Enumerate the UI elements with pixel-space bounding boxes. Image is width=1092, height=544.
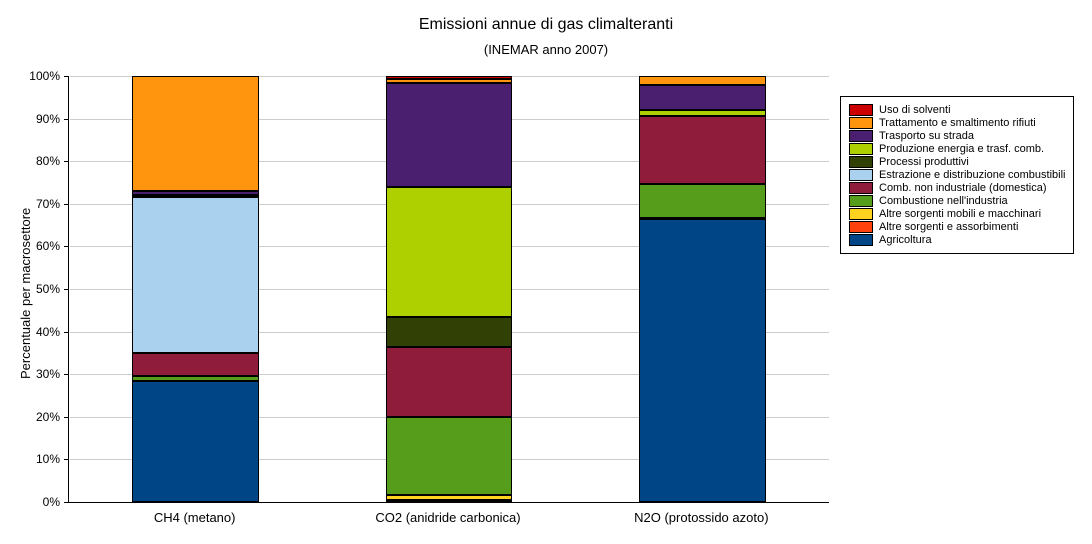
- legend-item: Produzione energia e trasf. comb.: [849, 143, 1065, 155]
- legend-label: Trattamento e smaltimento rifiuti: [879, 117, 1036, 129]
- legend-label: Agricoltura: [879, 234, 932, 246]
- x-tick-label: CO2 (anidride carbonica): [375, 510, 520, 525]
- legend-swatch: [849, 234, 873, 246]
- y-tick-label: 80%: [36, 154, 60, 168]
- chart-subtitle: (INEMAR anno 2007): [0, 42, 1092, 57]
- bar-segment: [386, 83, 513, 187]
- legend-swatch: [849, 104, 873, 116]
- bar-segment: [132, 76, 259, 191]
- legend-swatch: [849, 156, 873, 168]
- legend: Uso di solventiTrattamento e smaltimento…: [840, 96, 1074, 254]
- bar-segment: [132, 353, 259, 376]
- legend-item: Processi produttivi: [849, 156, 1065, 168]
- legend-item: Altre sorgenti mobili e macchinari: [849, 208, 1065, 220]
- legend-swatch: [849, 117, 873, 129]
- emissions-chart: Emissioni annue di gas climalteranti (IN…: [0, 0, 1092, 544]
- bar-segment: [386, 79, 513, 83]
- legend-label: Trasporto su strada: [879, 130, 974, 142]
- x-tick-label: CH4 (metano): [154, 510, 236, 525]
- y-tick-label: 10%: [36, 452, 60, 466]
- legend-label: Combustione nell'industria: [879, 195, 1008, 207]
- y-tick-label: 40%: [36, 325, 60, 339]
- bar-segment: [386, 317, 513, 347]
- legend-item: Trasporto su strada: [849, 130, 1065, 142]
- bar-segment: [132, 191, 259, 195]
- legend-swatch: [849, 169, 873, 181]
- bar-segment: [386, 417, 513, 495]
- bar-segment: [132, 197, 259, 352]
- legend-label: Estrazione e distribuzione combustibili: [879, 169, 1065, 181]
- bar-segment: [639, 110, 766, 116]
- bar-segment: [386, 495, 513, 500]
- y-tick-label: 50%: [36, 282, 60, 296]
- legend-label: Uso di solventi: [879, 104, 951, 116]
- y-tick-label: 20%: [36, 410, 60, 424]
- bar-segment: [639, 219, 766, 502]
- x-tick-label: N2O (protossido azoto): [634, 510, 768, 525]
- bar-segment: [132, 376, 259, 380]
- y-tick-label: 0%: [43, 495, 60, 509]
- plot-area: [68, 76, 829, 503]
- legend-swatch: [849, 143, 873, 155]
- legend-item: Agricoltura: [849, 234, 1065, 246]
- legend-swatch: [849, 130, 873, 142]
- legend-label: Produzione energia e trasf. comb.: [879, 143, 1044, 155]
- chart-title: Emissioni annue di gas climalteranti: [0, 16, 1092, 34]
- y-tick-label: 30%: [36, 367, 60, 381]
- bar-segment: [386, 76, 513, 79]
- y-tick-label: 90%: [36, 112, 60, 126]
- legend-item: Trattamento e smaltimento rifiuti: [849, 117, 1065, 129]
- legend-swatch: [849, 182, 873, 194]
- y-tick-label: 70%: [36, 197, 60, 211]
- bar-segment: [639, 116, 766, 184]
- legend-label: Altre sorgenti mobili e macchinari: [879, 208, 1041, 220]
- bar-segment: [132, 195, 259, 197]
- y-tick-label: 100%: [29, 69, 60, 83]
- y-tick-label: 60%: [36, 239, 60, 253]
- y-axis-label: Percentuale per macrosettore: [18, 208, 33, 379]
- legend-swatch: [849, 208, 873, 220]
- bar-segment: [639, 184, 766, 218]
- legend-item: Comb. non industriale (domestica): [849, 182, 1065, 194]
- bar-segment: [386, 347, 513, 417]
- bar-segment: [386, 500, 513, 502]
- legend-item: Combustione nell'industria: [849, 195, 1065, 207]
- legend-item: Uso di solventi: [849, 104, 1065, 116]
- bar-segment: [639, 85, 766, 111]
- legend-label: Comb. non industriale (domestica): [879, 182, 1047, 194]
- bar-segment: [639, 76, 766, 85]
- legend-label: Altre sorgenti e assorbimenti: [879, 221, 1018, 233]
- bar-segment: [132, 381, 259, 502]
- legend-item: Estrazione e distribuzione combustibili: [849, 169, 1065, 181]
- legend-label: Processi produttivi: [879, 156, 969, 168]
- legend-swatch: [849, 221, 873, 233]
- legend-item: Altre sorgenti e assorbimenti: [849, 221, 1065, 233]
- bar-segment: [386, 187, 513, 317]
- legend-swatch: [849, 195, 873, 207]
